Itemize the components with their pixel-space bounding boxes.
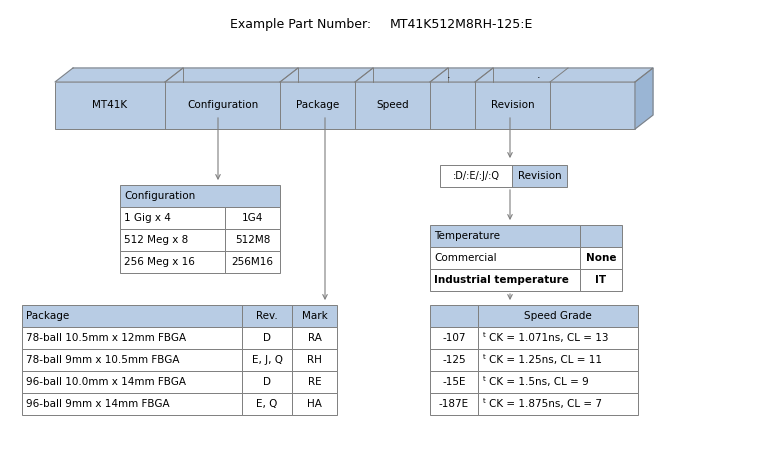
Text: D: D: [263, 333, 271, 343]
Text: Configuration: Configuration: [124, 191, 195, 201]
Bar: [430, 305, 478, 327]
Text: MT41K512M8RH-125:E: MT41K512M8RH-125:E: [390, 18, 534, 31]
Bar: [430, 327, 478, 349]
Bar: [430, 225, 580, 247]
Bar: [120, 185, 280, 207]
Text: Revision: Revision: [517, 171, 561, 181]
Text: 256 Meg x 16: 256 Meg x 16: [124, 257, 195, 267]
Text: t: t: [483, 376, 486, 382]
Bar: [242, 349, 292, 371]
Bar: [512, 165, 567, 187]
Text: 512 Meg x 8: 512 Meg x 8: [124, 235, 188, 245]
Bar: [580, 225, 622, 247]
Text: Package: Package: [296, 101, 339, 111]
Text: Package: Package: [26, 311, 69, 321]
Text: 1 Gig x 4: 1 Gig x 4: [124, 213, 171, 223]
Text: .: .: [447, 70, 451, 80]
Text: -125: -125: [443, 355, 466, 365]
Text: t: t: [483, 332, 486, 338]
Text: RE: RE: [308, 377, 322, 387]
Text: D: D: [263, 377, 271, 387]
Bar: [225, 207, 280, 229]
Text: -107: -107: [443, 333, 466, 343]
Text: Speed: Speed: [376, 101, 409, 111]
Bar: [580, 247, 622, 269]
Bar: [22, 305, 242, 327]
Bar: [22, 327, 242, 349]
Bar: [430, 247, 580, 269]
Bar: [120, 251, 225, 273]
Text: HA: HA: [307, 399, 322, 409]
Text: Configuration: Configuration: [187, 101, 258, 111]
Bar: [430, 371, 478, 393]
Bar: [478, 371, 638, 393]
Text: MT41K: MT41K: [93, 101, 127, 111]
Text: .: .: [537, 70, 540, 80]
Text: 78-ball 10.5mm x 12mm FBGA: 78-ball 10.5mm x 12mm FBGA: [26, 333, 186, 343]
Bar: [292, 305, 337, 327]
Bar: [225, 229, 280, 251]
Text: Speed Grade: Speed Grade: [524, 311, 592, 321]
Text: IT: IT: [595, 275, 607, 285]
Text: CK = 1.875ns, CL = 7: CK = 1.875ns, CL = 7: [489, 399, 602, 409]
Text: RH: RH: [307, 355, 322, 365]
Bar: [478, 349, 638, 371]
Text: :D/:E/:J/:Q: :D/:E/:J/:Q: [453, 171, 500, 181]
Bar: [440, 165, 512, 187]
Text: -15E: -15E: [443, 377, 466, 387]
Bar: [478, 327, 638, 349]
Text: RA: RA: [308, 333, 322, 343]
Polygon shape: [55, 68, 653, 82]
Bar: [225, 251, 280, 273]
Text: 1G4: 1G4: [242, 213, 263, 223]
Polygon shape: [635, 68, 653, 129]
Text: Revision: Revision: [490, 101, 534, 111]
Text: Mark: Mark: [301, 311, 328, 321]
Text: CK = 1.25ns, CL = 11: CK = 1.25ns, CL = 11: [489, 355, 602, 365]
Bar: [55, 82, 635, 129]
Bar: [292, 327, 337, 349]
Text: CK = 1.5ns, CL = 9: CK = 1.5ns, CL = 9: [489, 377, 589, 387]
Text: Industrial temperature: Industrial temperature: [434, 275, 569, 285]
Text: 96-ball 9mm x 14mm FBGA: 96-ball 9mm x 14mm FBGA: [26, 399, 170, 409]
Bar: [120, 229, 225, 251]
Text: Rev.: Rev.: [256, 311, 278, 321]
Text: Temperature: Temperature: [434, 231, 500, 241]
Bar: [430, 349, 478, 371]
Text: E, Q: E, Q: [256, 399, 278, 409]
Bar: [242, 393, 292, 415]
Text: Commercial: Commercial: [434, 253, 497, 263]
Bar: [242, 371, 292, 393]
Bar: [478, 305, 638, 327]
Text: t: t: [483, 354, 486, 360]
Bar: [292, 349, 337, 371]
Bar: [22, 349, 242, 371]
Bar: [292, 393, 337, 415]
Text: CK = 1.071ns, CL = 13: CK = 1.071ns, CL = 13: [489, 333, 608, 343]
Bar: [430, 269, 580, 291]
Text: Example Part Number:: Example Part Number:: [230, 18, 371, 31]
Bar: [120, 207, 225, 229]
Bar: [430, 393, 478, 415]
Bar: [580, 269, 622, 291]
Bar: [22, 371, 242, 393]
Text: 78-ball 9mm x 10.5mm FBGA: 78-ball 9mm x 10.5mm FBGA: [26, 355, 180, 365]
Bar: [242, 305, 292, 327]
Text: None: None: [586, 253, 616, 263]
Text: 96-ball 10.0mm x 14mm FBGA: 96-ball 10.0mm x 14mm FBGA: [26, 377, 186, 387]
Bar: [292, 371, 337, 393]
Text: -187E: -187E: [439, 399, 469, 409]
Text: E, J, Q: E, J, Q: [251, 355, 282, 365]
Bar: [242, 327, 292, 349]
Bar: [22, 393, 242, 415]
Text: 512M8: 512M8: [235, 235, 270, 245]
Text: t: t: [483, 398, 486, 404]
Text: 256M16: 256M16: [231, 257, 274, 267]
Bar: [478, 393, 638, 415]
